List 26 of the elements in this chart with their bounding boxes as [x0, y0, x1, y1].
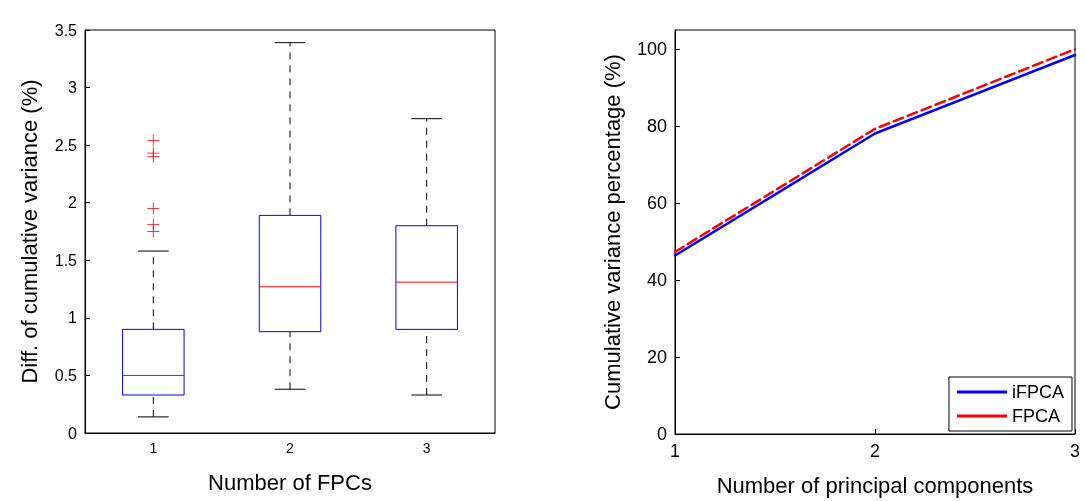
y-tick-label: 100: [636, 39, 667, 60]
y-tick-label: 3: [68, 79, 78, 97]
y-tick-label: 1.5: [54, 251, 78, 269]
legend-label: FPCA: [1012, 406, 1061, 426]
y-tick-label: 3.5: [54, 21, 78, 39]
x-tick-label: 1: [669, 441, 681, 461]
x-tick-label: 3: [422, 440, 431, 456]
y-tick-label: 80: [646, 116, 667, 137]
x-tick-label: 2: [286, 440, 295, 456]
x-tick-label: 3: [1069, 441, 1081, 461]
x-axis-title: Number of principal components: [716, 472, 1034, 498]
x-tick-label: 2: [869, 441, 881, 461]
y-tick-label: 2.5: [54, 136, 78, 154]
legend-label: iFPCA: [1012, 382, 1065, 402]
y-tick-label: 40: [646, 270, 667, 291]
y-tick-label: 2: [68, 194, 78, 212]
y-axis-title: Diff. of cumulative variance (%): [16, 79, 42, 384]
x-tick-label: 1: [149, 440, 158, 456]
y-tick-label: 0: [656, 424, 667, 444]
y-tick-label: 0.5: [54, 366, 78, 384]
y-tick-label: 1: [68, 309, 78, 327]
y-axis-title: Cumulative variance percentage (%): [599, 54, 625, 410]
y-tick-label: 20: [646, 347, 667, 368]
y-tick-label: 0: [68, 424, 78, 442]
x-axis-title: Number of FPCs: [208, 469, 372, 495]
y-tick-label: 60: [646, 193, 667, 214]
